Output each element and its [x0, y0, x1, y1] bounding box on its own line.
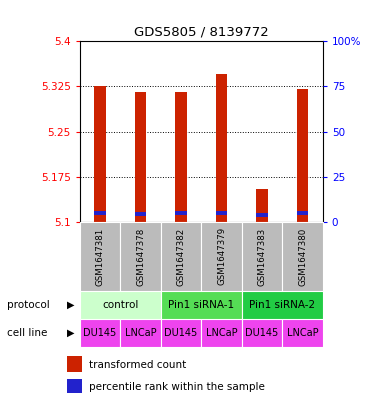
Bar	[161, 319, 201, 347]
Text: Pin1 siRNA-1: Pin1 siRNA-1	[168, 300, 234, 310]
Bar	[135, 212, 146, 216]
Text: GSM1647380: GSM1647380	[298, 227, 307, 286]
Text: DU145: DU145	[83, 328, 116, 338]
Bar	[256, 213, 268, 217]
Text: ▶: ▶	[67, 328, 74, 338]
Text: DU145: DU145	[164, 328, 198, 338]
Bar	[256, 189, 268, 222]
Bar	[94, 211, 106, 215]
Bar	[80, 319, 120, 347]
Bar	[175, 92, 187, 222]
Text: control: control	[102, 300, 138, 310]
Bar	[94, 86, 106, 222]
Text: transformed count: transformed count	[89, 360, 187, 369]
Text: Pin1 siRNA-2: Pin1 siRNA-2	[249, 300, 315, 310]
Bar	[67, 379, 82, 393]
Bar	[80, 222, 120, 291]
Bar	[297, 90, 308, 222]
Text: GSM1647383: GSM1647383	[257, 227, 266, 286]
Text: DU145: DU145	[245, 328, 279, 338]
Text: percentile rank within the sample: percentile rank within the sample	[89, 382, 265, 392]
Text: GSM1647382: GSM1647382	[177, 227, 186, 286]
Text: LNCaP: LNCaP	[287, 328, 318, 338]
Bar	[297, 211, 308, 215]
Title: GDS5805 / 8139772: GDS5805 / 8139772	[134, 26, 269, 39]
Text: GSM1647381: GSM1647381	[95, 227, 105, 286]
Bar	[135, 92, 146, 222]
Bar	[175, 211, 187, 215]
Bar	[216, 74, 227, 222]
Text: protocol: protocol	[7, 300, 50, 310]
Text: ▶: ▶	[67, 300, 74, 310]
Bar	[80, 291, 161, 319]
Text: LNCaP: LNCaP	[206, 328, 237, 338]
Bar	[120, 222, 161, 291]
Bar	[282, 222, 323, 291]
Text: cell line: cell line	[7, 328, 48, 338]
Bar	[216, 211, 227, 215]
Bar	[67, 356, 82, 372]
Bar	[242, 319, 282, 347]
Text: GSM1647379: GSM1647379	[217, 228, 226, 285]
Bar	[161, 291, 242, 319]
Bar	[161, 222, 201, 291]
Bar	[242, 291, 323, 319]
Bar	[120, 319, 161, 347]
Text: GSM1647378: GSM1647378	[136, 227, 145, 286]
Text: LNCaP: LNCaP	[125, 328, 156, 338]
Bar	[201, 222, 242, 291]
Bar	[242, 222, 282, 291]
Bar	[201, 319, 242, 347]
Bar	[282, 319, 323, 347]
